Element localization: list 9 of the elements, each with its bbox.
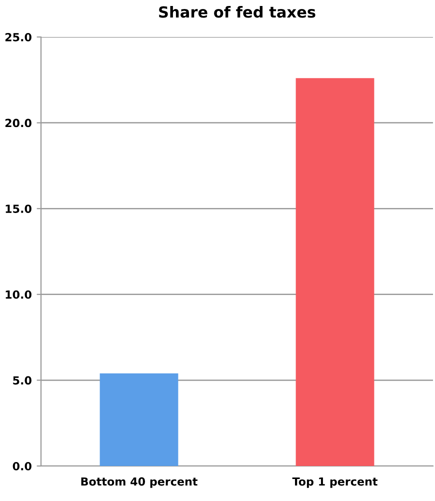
x-tick-label: Bottom 40 percent <box>81 477 198 488</box>
x-tick-label: Top 1 percent <box>292 477 378 488</box>
chart-title: Share of fed taxes <box>159 6 316 18</box>
y-tick-label: 20.0 <box>5 118 32 128</box>
y-tick-label: 10.0 <box>6 290 32 299</box>
y-tick-label: 25.0 <box>5 32 32 42</box>
y-tick-label: 15.0 <box>6 204 32 213</box>
y-tick-label: 0.0 <box>12 462 32 470</box>
y-tick-label: 5.0 <box>13 376 32 385</box>
